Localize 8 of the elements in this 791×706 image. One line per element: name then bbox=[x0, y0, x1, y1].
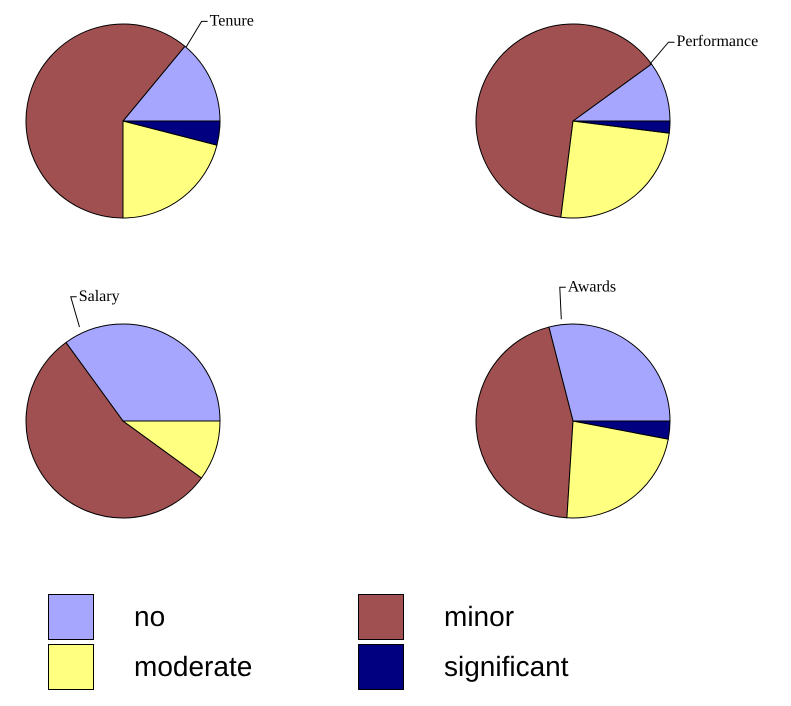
chart-title: Tenure bbox=[210, 12, 254, 30]
legend-label: significant bbox=[444, 651, 569, 683]
text: Performance bbox=[676, 33, 758, 50]
legend-label: minor bbox=[444, 601, 514, 633]
legend-label: no bbox=[134, 601, 166, 633]
chart-title: Salary bbox=[78, 288, 120, 305]
legend-label: moderate bbox=[134, 651, 252, 683]
chart-title: Awards bbox=[568, 278, 616, 296]
